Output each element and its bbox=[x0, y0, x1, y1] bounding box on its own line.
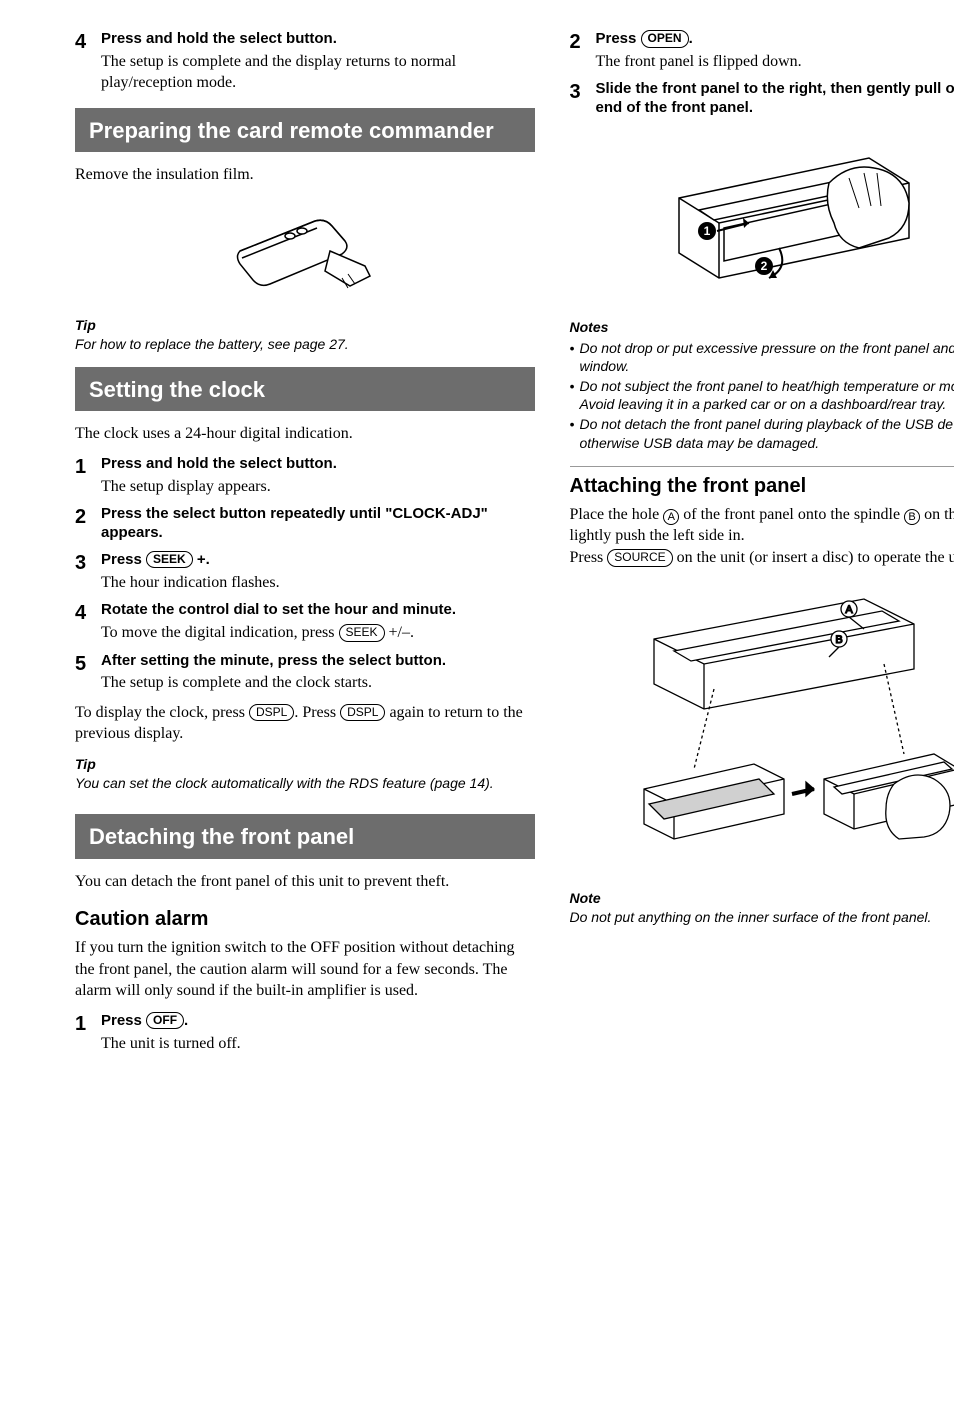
attaching-heading: Attaching the front panel bbox=[570, 466, 954, 500]
text-part: To display the clock, press bbox=[75, 704, 249, 721]
note-item: Do not detach the front panel during pla… bbox=[570, 415, 954, 451]
seek-key: SEEK bbox=[146, 551, 193, 569]
preparing-text: Remove the insulation film. bbox=[75, 164, 535, 186]
tip-label: Tip bbox=[75, 316, 535, 335]
step-title-suffix: +. bbox=[193, 551, 210, 568]
detach-illustration: 1 2 bbox=[649, 128, 949, 308]
step-title: Rotate the control dial to set the hour … bbox=[101, 601, 535, 620]
step-text: The hour indication flashes. bbox=[101, 572, 535, 594]
heading-preparing-remote: Preparing the card remote commander bbox=[75, 108, 535, 152]
step-title: Press OFF. bbox=[101, 1012, 535, 1031]
step-number: 1 bbox=[75, 1012, 101, 1035]
tip-text: You can set the clock automatically with… bbox=[75, 774, 535, 792]
svg-text:2: 2 bbox=[761, 259, 768, 273]
open-key: OPEN bbox=[641, 30, 689, 48]
off-key: OFF bbox=[146, 1012, 184, 1030]
clock-step-2: 2 Press the select button repeatedly unt… bbox=[75, 505, 535, 543]
step-number: 2 bbox=[570, 30, 596, 53]
text-part: Place the hole bbox=[570, 506, 664, 523]
clock-after-text: To display the clock, press DSPL. Press … bbox=[75, 702, 535, 745]
step-text-suffix: +/–. bbox=[385, 624, 414, 641]
step-title: Press and hold the select button. bbox=[101, 455, 535, 474]
note-label: Note bbox=[570, 889, 954, 908]
text-part: Press bbox=[570, 549, 608, 566]
svg-text:B: B bbox=[836, 634, 843, 646]
heading-detaching-panel: Detaching the front panel bbox=[75, 814, 535, 858]
dspl-key: DSPL bbox=[249, 704, 294, 722]
step-text: To move the digital indication, press SE… bbox=[101, 622, 535, 644]
step-number: 5 bbox=[75, 652, 101, 675]
text-part: of the front panel onto the spindle bbox=[679, 506, 904, 523]
clock-step-1: 1 Press and hold the select button. The … bbox=[75, 455, 535, 497]
detach-step-2: 2 Press OPEN. The front panel is flipped… bbox=[570, 30, 954, 72]
step-number: 2 bbox=[75, 505, 101, 528]
step-number: 4 bbox=[75, 30, 101, 53]
step-text: The front panel is flipped down. bbox=[596, 51, 954, 73]
step-title: After setting the minute, press the sele… bbox=[101, 652, 535, 671]
step-title: Press OPEN. bbox=[596, 30, 954, 49]
heading-setting-clock: Setting the clock bbox=[75, 367, 535, 411]
note-text: Do not put anything on the inner surface… bbox=[570, 908, 954, 926]
detach-intro: You can detach the front panel of this u… bbox=[75, 871, 535, 893]
clock-step-4: 4 Rotate the control dial to set the hou… bbox=[75, 601, 535, 643]
step-number: 4 bbox=[75, 601, 101, 624]
circled-b: B bbox=[904, 509, 920, 525]
left-column: 4 Press and hold the select button. The … bbox=[75, 30, 535, 1062]
notes-list: Do not drop or put excessive pressure on… bbox=[570, 339, 954, 452]
step-text-prefix: To move the digital indication, press bbox=[101, 624, 339, 641]
step-title: Press and hold the select button. bbox=[101, 30, 535, 49]
detach-step-3: 3 Slide the front panel to the right, th… bbox=[570, 80, 954, 118]
step-number: 1 bbox=[75, 455, 101, 478]
step-text: The setup is complete and the display re… bbox=[101, 51, 535, 94]
right-column: 2 Press OPEN. The front panel is flipped… bbox=[570, 30, 954, 1062]
step-title: Press SEEK +. bbox=[101, 551, 535, 570]
tip-label: Tip bbox=[75, 755, 535, 774]
clock-step-3: 3 Press SEEK +. The hour indication flas… bbox=[75, 551, 535, 593]
step-text: The unit is turned off. bbox=[101, 1033, 535, 1055]
text-part: . Press bbox=[294, 704, 340, 721]
note-item: Do not drop or put excessive pressure on… bbox=[570, 339, 954, 375]
seek-key: SEEK bbox=[339, 624, 385, 642]
clock-intro: The clock uses a 24-hour digital indicat… bbox=[75, 423, 535, 445]
notes-label: Notes bbox=[570, 318, 954, 337]
dspl-key: DSPL bbox=[340, 704, 385, 722]
step-title-prefix: Press bbox=[596, 30, 641, 47]
step-title-suffix: . bbox=[689, 30, 693, 47]
circled-a: A bbox=[663, 509, 679, 525]
text-part: on the unit (or insert a disc) to operat… bbox=[673, 549, 954, 566]
step-title-suffix: . bbox=[184, 1012, 188, 1029]
step-text: The setup display appears. bbox=[101, 476, 535, 498]
caution-alarm-heading: Caution alarm bbox=[75, 906, 535, 933]
attaching-text: Place the hole A of the front panel onto… bbox=[570, 504, 954, 569]
step-title: Press the select button repeatedly until… bbox=[101, 505, 535, 543]
step-text: The setup is complete and the clock star… bbox=[101, 672, 535, 694]
tip-text: For how to replace the battery, see page… bbox=[75, 335, 535, 353]
detach-step-1: 1 Press OFF. The unit is turned off. bbox=[75, 1012, 535, 1054]
note-item: Do not subject the front panel to heat/h… bbox=[570, 377, 954, 413]
attach-illustration: A B bbox=[634, 579, 954, 879]
remote-illustration bbox=[220, 196, 390, 306]
clock-step-5: 5 After setting the minute, press the se… bbox=[75, 652, 535, 694]
caution-text: If you turn the ignition switch to the O… bbox=[75, 937, 535, 1002]
svg-text:1: 1 bbox=[704, 224, 711, 238]
step-title-prefix: Press bbox=[101, 551, 146, 568]
source-key: SOURCE bbox=[607, 549, 672, 567]
svg-text:A: A bbox=[846, 604, 854, 616]
step-number: 3 bbox=[570, 80, 596, 103]
step-number: 3 bbox=[75, 551, 101, 574]
step-4-top: 4 Press and hold the select button. The … bbox=[75, 30, 535, 94]
step-title: Slide the front panel to the right, then… bbox=[596, 80, 954, 118]
step-title-prefix: Press bbox=[101, 1012, 146, 1029]
